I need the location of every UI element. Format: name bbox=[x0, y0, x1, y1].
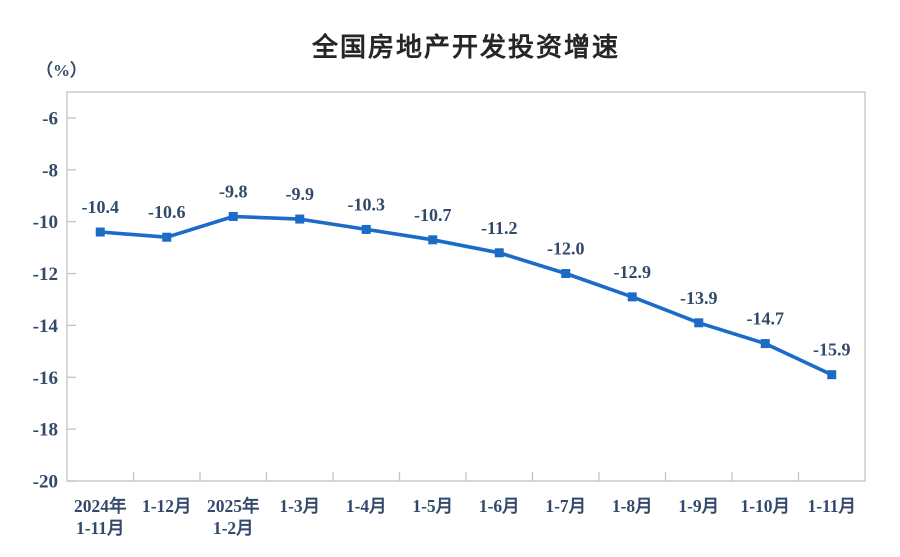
x-axis-category-label: 1-4月 bbox=[346, 496, 387, 516]
x-axis-category-label: 1-11月 bbox=[807, 496, 856, 516]
x-axis-category-label: 2025年 bbox=[207, 496, 260, 516]
data-point-marker bbox=[760, 339, 770, 349]
x-axis-category-label: 1-5月 bbox=[412, 496, 453, 516]
data-point-marker bbox=[827, 370, 837, 380]
data-point-label: -10.4 bbox=[82, 197, 120, 217]
data-point-label: -11.2 bbox=[481, 218, 518, 238]
y-axis-tick-label: -6 bbox=[42, 108, 58, 129]
data-point-label: -12.9 bbox=[614, 262, 652, 282]
y-axis-unit-label: （%） bbox=[36, 61, 87, 80]
y-axis-tick-label: -12 bbox=[33, 264, 58, 285]
y-axis-tick-label: -10 bbox=[33, 212, 58, 233]
data-point-marker bbox=[95, 227, 105, 237]
data-point-label: -9.8 bbox=[219, 181, 248, 201]
x-axis-category-label: 1-11月 bbox=[76, 518, 125, 538]
plot-border bbox=[66, 91, 866, 482]
data-point-marker bbox=[494, 248, 504, 258]
y-axis-tick-label: -8 bbox=[42, 160, 58, 181]
data-point-label: -10.3 bbox=[348, 194, 386, 214]
data-point-marker bbox=[694, 318, 704, 328]
x-axis-category-label: 1-3月 bbox=[279, 496, 320, 516]
x-axis-category-label: 1-7月 bbox=[545, 496, 586, 516]
data-point-label: -12.0 bbox=[547, 239, 585, 259]
x-axis-category-label: 1-2月 bbox=[213, 518, 254, 538]
data-point-marker bbox=[627, 292, 637, 302]
y-axis-tick-label: -18 bbox=[33, 420, 58, 441]
data-point-label: -9.9 bbox=[286, 184, 315, 204]
x-axis-category-label: 2024年 bbox=[74, 496, 127, 516]
y-axis-tick-label: -16 bbox=[33, 368, 58, 389]
data-point-marker bbox=[561, 269, 571, 279]
data-point-marker bbox=[295, 214, 305, 224]
chart-title: 全国房地产开发投资增速 bbox=[311, 32, 620, 62]
x-axis-category-label: 1-12月 bbox=[142, 496, 192, 516]
data-point-label: -10.7 bbox=[414, 205, 452, 225]
data-point-label: -10.6 bbox=[148, 202, 186, 222]
data-point-marker bbox=[162, 232, 172, 242]
x-axis-category-label: 1-9月 bbox=[678, 496, 719, 516]
data-point-label: -14.7 bbox=[747, 309, 785, 329]
x-axis-category-label: 1-10月 bbox=[740, 496, 790, 516]
x-axis-category-label: 1-6月 bbox=[479, 496, 520, 516]
x-axis-category-label: 1-8月 bbox=[612, 496, 653, 516]
data-point-marker bbox=[428, 235, 438, 245]
y-axis-tick-label: -14 bbox=[33, 316, 59, 337]
data-point-label: -15.9 bbox=[813, 340, 851, 360]
data-point-marker bbox=[361, 224, 371, 234]
data-line bbox=[98, 214, 834, 377]
y-axis-tick-label: -20 bbox=[33, 472, 58, 493]
data-point-label: -13.9 bbox=[680, 288, 718, 308]
data-point-marker bbox=[228, 211, 238, 221]
